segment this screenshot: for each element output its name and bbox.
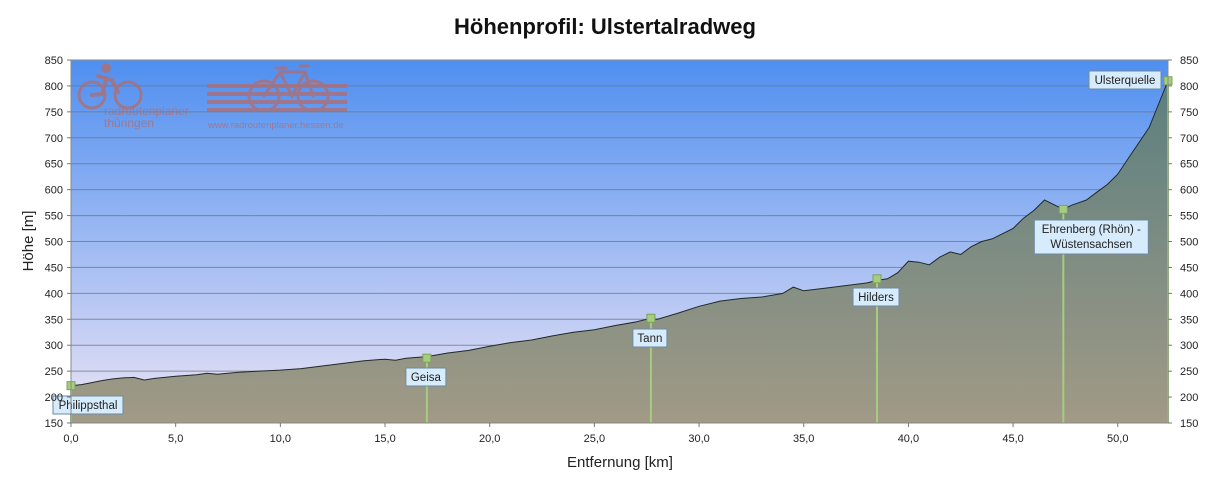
y-tick-left-650: 650: [45, 159, 63, 171]
y-tick-left-750: 750: [45, 107, 63, 119]
x-tick-15: 15,0: [374, 433, 395, 445]
y-tick-left-150: 150: [45, 418, 63, 430]
y-tick-left-450: 450: [45, 262, 63, 274]
y-tick-right-200: 200: [1180, 392, 1198, 404]
y-tick-right-150: 150: [1180, 418, 1198, 430]
y-tick-right-500: 500: [1180, 237, 1198, 249]
y-tick-right-850: 850: [1180, 55, 1198, 67]
waypoint-label-tann: Tann: [637, 333, 662, 345]
x-tick-5: 5,0: [168, 433, 183, 445]
x-tick-30: 30,0: [688, 433, 709, 445]
waypoint-label-geisa: Geisa: [411, 372, 442, 384]
waypoint-label-box-ulsterquelle: [1088, 70, 1162, 90]
logo-left-line1: radroutenplaner: [104, 104, 189, 118]
radroutenplaner-thueringen-logo: radroutenplaner thüringen: [77, 63, 189, 130]
y-tick-left-200: 200: [45, 392, 63, 404]
waypoint-marker-ehrenberg-rh-n: [1058, 204, 1068, 214]
chart-title: Höhenprofil: Ulstertalradweg: [454, 14, 756, 39]
waypoint-label-box-geisa: [405, 367, 447, 387]
y-tick-right-350: 350: [1180, 314, 1198, 326]
y-tick-right-400: 400: [1180, 288, 1198, 300]
waypoint-marker-geisa: [422, 353, 432, 363]
y-tick-right-550: 550: [1180, 211, 1198, 223]
y-tick-left-300: 300: [45, 340, 63, 352]
y-tick-right-750: 750: [1180, 107, 1198, 119]
y-tick-right-800: 800: [1180, 81, 1198, 93]
y-tick-right-700: 700: [1180, 133, 1198, 145]
x-tick-20: 20,0: [479, 433, 500, 445]
y-tick-left-600: 600: [45, 185, 63, 197]
y-tick-left-800: 800: [45, 81, 63, 93]
waypoint-marker-tann: [646, 313, 656, 323]
y-tick-left-850: 850: [45, 55, 63, 67]
waypoint-label-box-hilders: [852, 287, 900, 307]
waypoint-label-philippsthal: Philippsthal: [59, 400, 118, 412]
x-axis-label: Entfernung [km]: [567, 454, 673, 471]
x-tick-0: 0,0: [63, 433, 78, 445]
y-tick-left-700: 700: [45, 133, 63, 145]
x-tick-25: 25,0: [584, 433, 605, 445]
x-tick-35: 35,0: [793, 433, 814, 445]
x-tick-45: 45,0: [1002, 433, 1023, 445]
y-tick-left-350: 350: [45, 314, 63, 326]
waypoint-label-hilders: Hilders: [858, 292, 894, 304]
y-axis-label: Höhe [m]: [20, 211, 37, 272]
y-tick-right-300: 300: [1180, 340, 1198, 352]
waypoint-label-ulsterquelle: Ulsterquelle: [1095, 75, 1156, 87]
waypoint-label-box-tann: [632, 328, 668, 348]
logo-right-url: www.radroutenplaner.hessen.de: [207, 120, 344, 131]
y-tick-right-250: 250: [1180, 366, 1198, 378]
waypoint-marker-hilders: [872, 274, 882, 284]
logo-left-line2: thüringen: [104, 116, 154, 130]
axis-layer: 150 150 200 200 250 250 300 300 350 350 400 400 450 4…: [45, 55, 1199, 445]
y-tick-right-450: 450: [1180, 262, 1198, 274]
waypoint-label-box-ehrenberg-rh-n: [1033, 219, 1149, 255]
y-tick-left-550: 550: [45, 211, 63, 223]
y-tick-left-500: 500: [45, 237, 63, 249]
elevation-area: [70, 80, 1169, 424]
y-tick-right-600: 600: [1180, 185, 1198, 197]
radroutenplaner-hessen-logo: www.radroutenplaner.hessen.de: [207, 64, 347, 131]
waypoint-label-ehrenberg-rh-n: Ehrenberg (Rhön) -Wüstensachsen: [1042, 224, 1141, 251]
x-tick-40: 40,0: [898, 433, 919, 445]
y-tick-left-400: 400: [45, 288, 63, 300]
x-tick-10: 10,0: [270, 433, 291, 445]
y-tick-right-650: 650: [1180, 159, 1198, 171]
x-tick-50: 50,0: [1107, 433, 1128, 445]
y-tick-left-250: 250: [45, 366, 63, 378]
